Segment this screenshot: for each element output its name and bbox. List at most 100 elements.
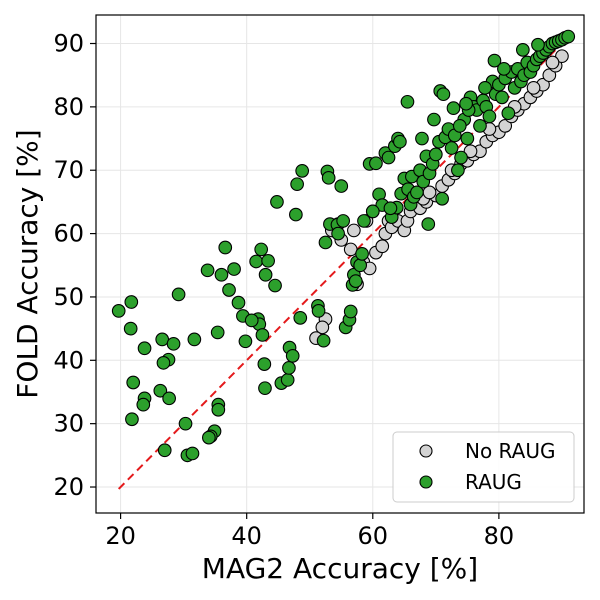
- data-point: [375, 239, 390, 254]
- data-point: [381, 150, 396, 165]
- data-point: [343, 242, 358, 257]
- data-point: [289, 207, 303, 222]
- y-tick-label: 50: [53, 283, 84, 311]
- x-tick-group: 20 40 60 80: [105, 513, 514, 550]
- data-point: [526, 81, 541, 95]
- data-point: [311, 304, 326, 318]
- data-point: [258, 381, 272, 396]
- data-point: [454, 150, 468, 165]
- legend-label-raug: RAUG: [465, 470, 522, 494]
- data-point: [410, 185, 424, 200]
- data-point: [515, 42, 530, 57]
- legend-label-no-raug: No RAUG: [465, 439, 555, 463]
- series-no-raug: [309, 49, 569, 345]
- y-tick-label: 90: [53, 30, 84, 58]
- y-tick-label: 60: [53, 220, 84, 248]
- legend-marker-no-raug: [419, 444, 433, 458]
- data-point: [214, 267, 229, 282]
- data-point: [497, 62, 511, 76]
- data-point: [478, 81, 492, 95]
- data-point: [293, 311, 308, 325]
- data-point: [136, 397, 151, 412]
- data-point: [123, 321, 138, 336]
- data-point: [336, 214, 351, 228]
- data-point: [334, 179, 349, 193]
- data-point: [227, 262, 241, 276]
- data-point: [111, 304, 126, 318]
- data-point: [444, 141, 459, 155]
- data-point: [482, 109, 497, 124]
- data-point: [316, 333, 331, 348]
- data-point: [157, 443, 172, 458]
- data-point: [427, 112, 441, 127]
- data-point: [446, 101, 461, 115]
- data-point: [415, 131, 429, 146]
- data-point: [463, 144, 478, 159]
- data-point: [531, 37, 545, 52]
- data-point: [280, 373, 295, 387]
- x-tick-label: 40: [231, 522, 262, 550]
- data-point: [270, 195, 284, 209]
- y-tick-label: 40: [53, 346, 84, 374]
- data-point: [421, 217, 436, 231]
- data-point: [357, 214, 371, 228]
- data-point: [249, 254, 263, 269]
- data-point: [353, 258, 368, 273]
- data-point: [435, 191, 449, 206]
- y-tick-label: 30: [53, 410, 84, 438]
- data-point: [315, 320, 330, 335]
- data-point: [473, 119, 487, 133]
- data-point: [282, 361, 296, 375]
- data-point: [178, 416, 193, 431]
- y-tick-label: 20: [53, 473, 84, 501]
- data-point: [321, 170, 336, 185]
- data-point: [561, 29, 576, 44]
- data-point: [124, 295, 139, 309]
- data-point: [231, 295, 246, 310]
- data-point: [171, 287, 186, 302]
- data-point: [185, 446, 200, 461]
- data-point: [452, 119, 467, 133]
- reference-diagonal-line: [117, 36, 569, 490]
- data-point: [365, 204, 380, 219]
- data-point: [153, 383, 168, 398]
- data-point: [428, 147, 443, 162]
- legend-marker-raug: [419, 475, 433, 489]
- data-point: [255, 328, 270, 342]
- data-point: [162, 391, 176, 406]
- data-point: [355, 247, 369, 261]
- legend: No RAUG RAUG: [392, 431, 575, 503]
- data-point: [210, 325, 225, 340]
- data-point: [244, 313, 259, 328]
- data-point: [459, 96, 473, 111]
- data-point: [383, 201, 398, 216]
- data-point: [348, 274, 363, 288]
- data-point: [156, 355, 171, 370]
- data-point: [331, 226, 345, 241]
- data-point: [460, 131, 475, 146]
- x-tick-label: 60: [358, 522, 389, 550]
- data-point: [268, 278, 282, 293]
- x-tick-label: 80: [484, 522, 515, 550]
- data-point: [261, 253, 275, 268]
- data-point: [495, 90, 509, 105]
- x-tick-label: 20: [105, 522, 136, 550]
- data-point: [155, 332, 170, 347]
- data-point: [542, 68, 557, 83]
- data-point: [343, 304, 358, 319]
- data-point: [555, 49, 569, 64]
- plot-frame: [95, 14, 585, 514]
- data-point: [238, 334, 253, 349]
- data-point: [400, 94, 415, 109]
- data-point: [254, 242, 269, 257]
- data-point: [545, 55, 560, 70]
- data-point: [290, 177, 304, 192]
- series-raug: [111, 29, 576, 463]
- data-point: [211, 402, 226, 417]
- data-point: [218, 240, 233, 255]
- data-point: [347, 223, 361, 238]
- data-point: [126, 375, 141, 390]
- data-point: [202, 430, 216, 445]
- data-point: [125, 412, 139, 427]
- data-point: [369, 156, 383, 171]
